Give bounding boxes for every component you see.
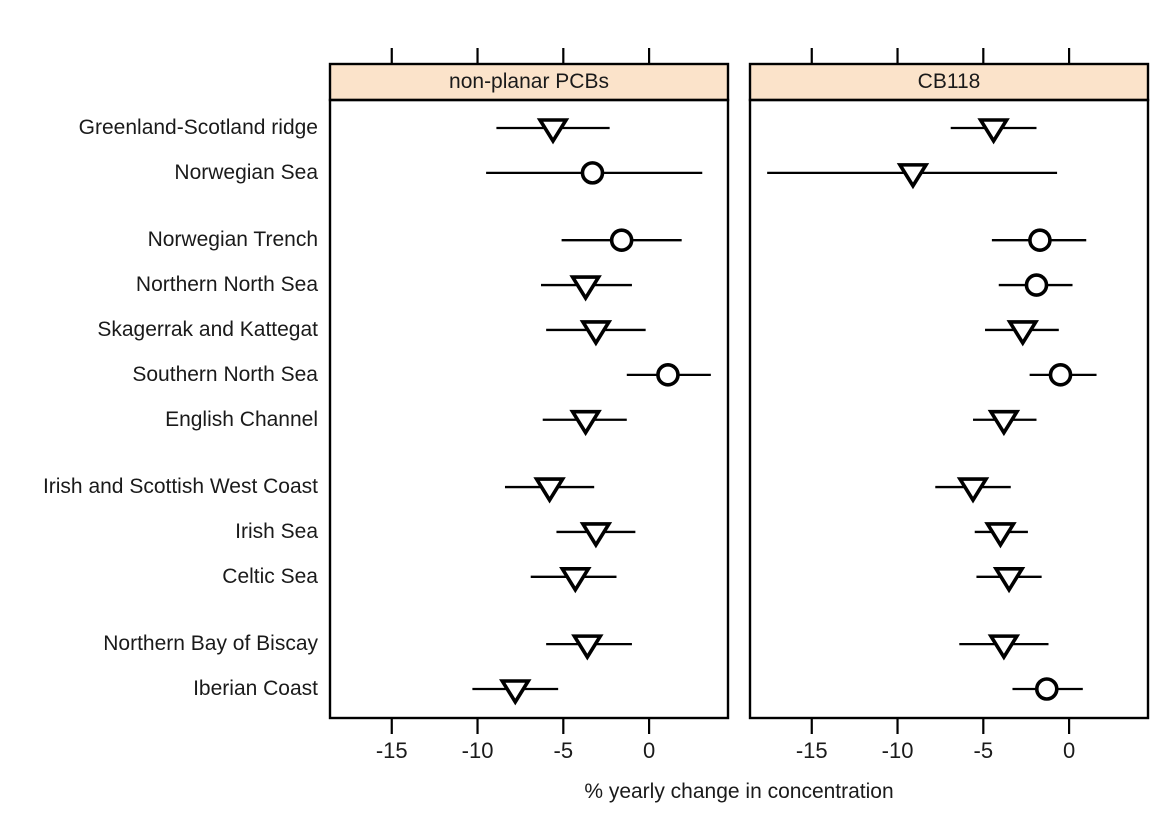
marker-triangle-down — [1006, 320, 1039, 347]
panel-box — [748, 98, 1150, 720]
x-tick-label: 0 — [1062, 738, 1076, 763]
x-tick-label: -15 — [795, 738, 828, 763]
x-tick-label: -5 — [973, 738, 994, 763]
x-tick-label: -10 — [461, 738, 494, 763]
marker-triangle-down — [559, 566, 592, 594]
marker-triangle-down — [533, 477, 566, 504]
marker-triangle-down — [984, 522, 1017, 549]
marker-circle — [580, 161, 605, 185]
region-label: Norwegian Sea — [174, 160, 318, 184]
region-label: Skagerrak and Kattegat — [97, 317, 318, 341]
region-label: Iberian Coast — [193, 677, 318, 700]
x-tick-label: 0 — [642, 738, 656, 763]
region-label: English Channel — [165, 407, 318, 431]
marker-triangle-down — [579, 320, 613, 347]
marker-triangle-down — [977, 118, 1010, 145]
panel-box — [328, 98, 730, 720]
x-tick-label: -5 — [553, 738, 574, 763]
panel-header: CB118 — [917, 70, 981, 93]
marker-circle — [656, 363, 680, 387]
region-label: Irish and Scottish West Coast — [42, 475, 318, 499]
region-label: Northern Bay of Biscay — [103, 632, 318, 656]
marker-circle — [1034, 677, 1059, 701]
marker-circle — [1024, 273, 1049, 297]
panel-strip — [748, 62, 1150, 102]
marker-triangle-down — [956, 477, 990, 504]
x-axis-title: % yearly change in concentration — [584, 780, 894, 803]
region-label: Celtic Sea — [222, 564, 318, 588]
marker-triangle-down — [569, 409, 602, 437]
marker-triangle-down — [571, 634, 604, 661]
marker-circle — [1048, 363, 1073, 387]
marker-triangle-down — [569, 275, 602, 302]
region-label: Northern North Sea — [135, 273, 318, 297]
marker-circle — [1028, 228, 1052, 252]
marker-triangle-down — [499, 679, 532, 706]
x-tick-label: -15 — [375, 738, 408, 763]
marker-triangle-down — [536, 118, 570, 145]
region-label: Norwegian Trench — [147, 228, 318, 252]
region-label: Irish Sea — [235, 519, 318, 543]
panel-strip — [328, 62, 730, 102]
marker-triangle-down — [987, 634, 1021, 661]
x-tick-label: -10 — [881, 738, 914, 763]
region-label: Greenland-Scotland ridge — [78, 116, 318, 139]
marker-circle — [609, 228, 634, 252]
marker-triangle-down — [992, 566, 1026, 594]
marker-triangle-down — [579, 522, 613, 549]
marker-triangle-down — [896, 163, 930, 190]
marker-triangle-down — [987, 409, 1021, 437]
panel-header: non-planar PCBs — [449, 70, 609, 93]
region-label: Southern North Sea — [132, 362, 318, 386]
